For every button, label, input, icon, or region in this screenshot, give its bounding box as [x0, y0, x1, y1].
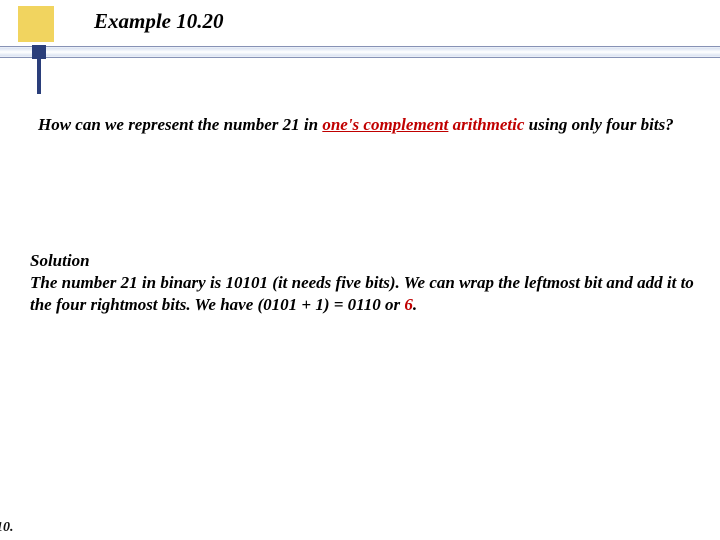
question-highlight-underlined: one's complement: [322, 115, 448, 134]
accent-square-yellow: [18, 6, 54, 42]
slide-header: Example 10.20: [0, 6, 720, 58]
solution-body-post: .: [413, 295, 417, 314]
question-pre: How can we represent the number 21 in: [38, 115, 322, 134]
question-post: using only four bits?: [524, 115, 673, 134]
solution-body-pre: The number 21 in binary is 10101 (it nee…: [30, 273, 694, 314]
accent-square-blue: [32, 45, 46, 59]
page-number-fragment: 10.: [0, 520, 14, 536]
question-highlight-plain: arithmetic: [448, 115, 524, 134]
header-rule-bottom: [0, 57, 720, 58]
solution-heading: Solution: [30, 250, 696, 272]
header-rule-top: [0, 46, 720, 47]
solution-result: 6: [404, 295, 413, 314]
question-text: How can we represent the number 21 in on…: [38, 114, 696, 136]
solution-block: Solution The number 21 in binary is 1010…: [30, 250, 696, 315]
accent-vertical-bar: [37, 58, 41, 94]
solution-body: The number 21 in binary is 10101 (it nee…: [30, 272, 696, 316]
slide-title: Example 10.20: [94, 9, 224, 34]
